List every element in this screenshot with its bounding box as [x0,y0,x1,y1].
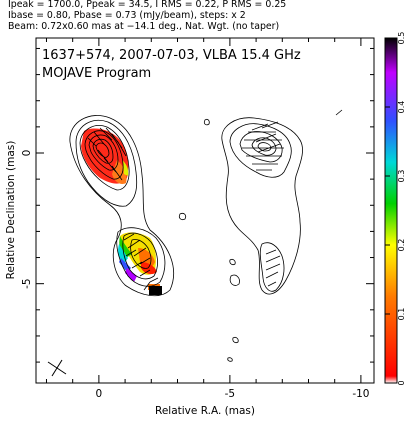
x-tick-label: -5 [225,388,235,400]
colorbar-tick-label: 0.1 [397,308,406,321]
contour-blob-4 [229,258,236,266]
plot-subtitle: MOJAVE Program [42,66,151,81]
colorbar [384,37,398,384]
contour-right-outer [221,117,303,295]
colorbar-tick-label: 0.5 [397,32,406,45]
contour-blob-5 [232,336,239,344]
contour-blob-2 [178,212,187,221]
contour-outer-main [69,115,174,297]
pol-core-orange [112,160,127,184]
pol-jet-purple [125,268,137,282]
plot-frame [35,37,375,384]
colorbar-tick-label: 0.3 [397,170,406,183]
contour-right-lower [259,242,285,292]
header-line-beam: Beam: 0.72x0.60 mas at −14.1 deg., Nat. … [8,21,280,32]
pol-peak-black [149,286,162,295]
x-tick-label: 0 [96,388,103,400]
y-tick-label: 0 [21,150,33,157]
vectors-jet [123,233,159,291]
colorbar-tick-label: 0.2 [397,239,406,252]
contour-jet-1 [116,227,166,287]
header-line-base: Ibase = 0.80, Pbase = 0.73 (mJy/beam), s… [8,10,246,21]
vectors-core [87,127,127,181]
contour-blob-3 [229,274,240,286]
vectors-right-lower [265,249,281,287]
contour-right-2 [229,123,292,178]
contour-right-4 [251,137,277,156]
beam-marker [47,359,67,377]
contour-jet-2 [122,232,158,280]
contour-blob-1 [203,118,210,126]
pol-jet-red [141,262,157,275]
pol-jet-blue [119,258,131,272]
y-axis-label: Relative Declination (mas) [5,141,17,280]
contour-blob-7 [335,109,343,116]
contour-main-5 [88,134,119,171]
plot-title: 1637+574, 2007-07-03, VLBA 15.4 GHz [42,48,301,63]
contour-main-6 [92,138,114,164]
pol-core-yellow [122,160,129,176]
colorbar-tick-label: 0 [397,380,406,385]
vectors-right [242,121,284,171]
header-line-peaks: Ipeak = 1700.0, Ppeak = 34.5, I RMS = 0.… [8,0,287,10]
colorbar-tick-label: 0.4 [397,101,406,114]
x-axis-label: Relative R.A. (mas) [155,405,255,417]
polarization-vectors [87,121,284,291]
contour-main-2 [75,119,138,207]
y-tick-label: -5 [21,278,33,288]
contour-main-7 [95,142,110,158]
x-tick-label: -10 [352,388,369,400]
contour-main-3 [79,125,130,191]
contour-blob-6 [227,357,233,362]
